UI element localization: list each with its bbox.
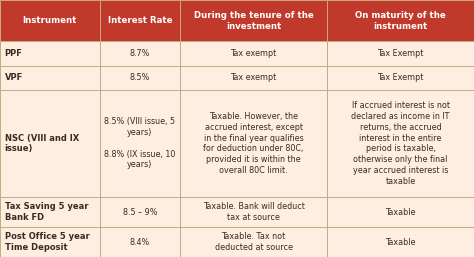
Bar [180,0,327,41]
Bar [180,41,327,66]
Bar [0,90,100,197]
Text: If accrued interest is not
declared as income in IT
returns, the accrued
interes: If accrued interest is not declared as i… [351,101,450,186]
Bar [327,41,474,66]
Text: PPF: PPF [5,49,23,58]
Text: 8.5 – 9%: 8.5 – 9% [123,207,157,217]
Text: On maturity of the
instrument: On maturity of the instrument [355,11,446,31]
Text: Tax Saving 5 year
Bank FD: Tax Saving 5 year Bank FD [5,202,88,222]
Text: Taxable: Taxable [385,237,416,246]
Text: Taxable: Taxable [385,207,416,217]
Bar [180,197,327,227]
Text: Tax exempt: Tax exempt [230,73,277,82]
Text: 8.5%: 8.5% [130,73,150,82]
Text: Taxable. Tax not
deducted at source: Taxable. Tax not deducted at source [215,232,292,252]
Text: NSC (VIII and IX
issue): NSC (VIII and IX issue) [5,134,79,153]
Text: Interest Rate: Interest Rate [108,16,172,25]
Bar [180,66,327,90]
Bar [180,90,327,197]
Text: Tax exempt: Tax exempt [230,49,277,58]
Text: Instrument: Instrument [23,16,77,25]
Bar [327,227,474,257]
Text: 8.5% (VIII issue, 5
years)

8.8% (IX issue, 10
years): 8.5% (VIII issue, 5 years) 8.8% (IX issu… [104,117,175,170]
Text: Tax Exempt: Tax Exempt [377,73,424,82]
Bar [327,90,474,197]
Bar [100,90,180,197]
Text: During the tenure of the
investment: During the tenure of the investment [194,11,313,31]
Text: Taxable. However, the
accrued interest, except
in the final year qualifies
for d: Taxable. However, the accrued interest, … [203,112,304,175]
Bar [327,0,474,41]
Text: Tax Exempt: Tax Exempt [377,49,424,58]
Bar [327,197,474,227]
Bar [180,227,327,257]
Text: 8.7%: 8.7% [130,49,150,58]
Text: VPF: VPF [5,73,23,82]
Bar [0,197,100,227]
Bar [100,66,180,90]
Bar [0,66,100,90]
Bar [0,0,100,41]
Text: Taxable. Bank will deduct
tax at source: Taxable. Bank will deduct tax at source [203,202,304,222]
Bar [327,66,474,90]
Text: 8.4%: 8.4% [130,237,150,246]
Bar [100,41,180,66]
Bar [100,227,180,257]
Bar [100,197,180,227]
Bar [0,41,100,66]
Bar [100,0,180,41]
Bar [0,227,100,257]
Text: Post Office 5 year
Time Deposit: Post Office 5 year Time Deposit [5,232,90,252]
